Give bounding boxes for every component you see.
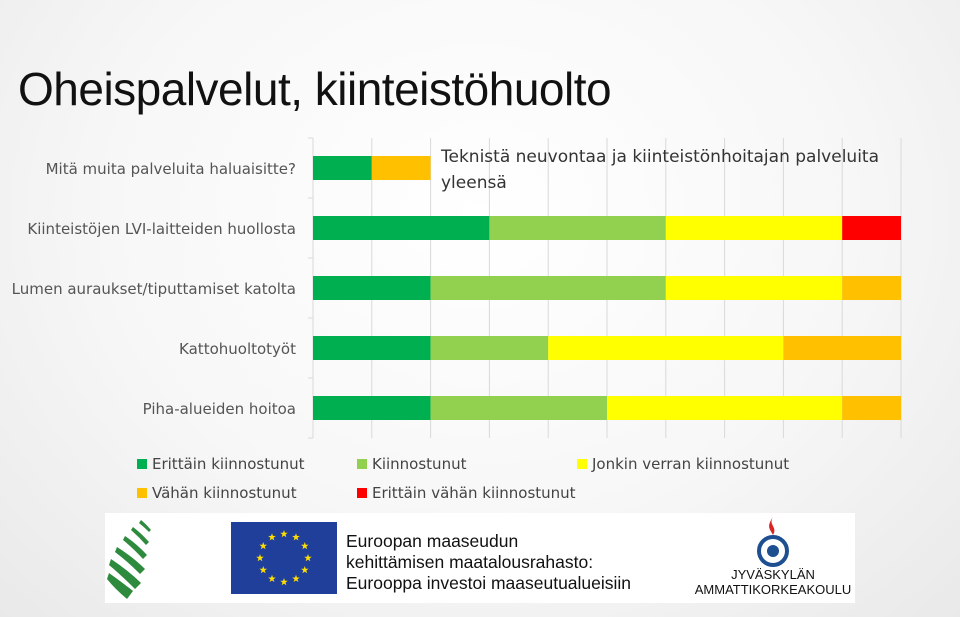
- eu-star-icon: [268, 533, 276, 541]
- bar-segment-2-1: [430, 276, 666, 300]
- category-label-3: Kattohuoltotyöt: [179, 340, 296, 358]
- eu-star-icon: [300, 566, 309, 574]
- page-title: Oheispalvelut, kiinteistöhuolto: [18, 63, 612, 115]
- bar-segment-1-1: [489, 216, 666, 240]
- legend-label-4: Erittäin vähän kiinnostunut: [372, 484, 576, 502]
- legend-item-1: Kiinnostunut: [357, 455, 466, 473]
- bar-segment-2-2: [665, 276, 843, 300]
- bar-segment-2-3: [842, 276, 901, 300]
- eu-star-icon: [292, 533, 300, 541]
- bar-segment-2-0: [313, 276, 431, 300]
- eu-text-line-1: Euroopan maaseudun: [346, 531, 519, 551]
- eu-star-icon: [304, 554, 312, 562]
- category-label-0: Mitä muita palveluita haluaisitte?: [46, 160, 296, 178]
- eu-star-icon: [259, 566, 268, 574]
- bar-segment-4-0: [313, 396, 431, 420]
- legend-swatch-2: [577, 459, 587, 469]
- eu-star-icon: [256, 554, 264, 562]
- bar-segment-3-1: [430, 336, 549, 360]
- category-label-2: Lumen auraukset/tiputtamiset katolta: [12, 280, 296, 298]
- bar-segment-4-3: [842, 396, 901, 420]
- bar-segment-1-4: [842, 216, 901, 240]
- eu-text-line-2: kehittämisen maatalousrahasto:: [346, 552, 594, 572]
- eu-star-icon: [268, 574, 276, 583]
- legend-item-4: Erittäin vähän kiinnostunut: [357, 484, 576, 502]
- logo-band: [105, 513, 855, 603]
- bar-segment-0-3: [371, 156, 431, 180]
- eu-star-icon: [280, 578, 288, 586]
- jamk-logo-icon: [757, 517, 789, 567]
- legend-label-3: Vähän kiinnostunut: [152, 484, 297, 502]
- eu-star-icon: [292, 574, 300, 583]
- jamk-text-line-2: AMMATTIKORKEAKOULU: [694, 582, 852, 597]
- chart-annotation: Teknistä neuvontaa ja kiinteistönhoitaja…: [440, 147, 879, 193]
- category-labels: Mitä muita palveluita haluaisitte? Kiinte…: [12, 160, 296, 418]
- category-label-4: Piha-alueiden hoitoa: [143, 400, 296, 418]
- legend-swatch-1: [357, 459, 367, 469]
- bar-segment-3-3: [783, 336, 901, 360]
- bar-segment-4-2: [607, 396, 843, 420]
- legend-item-3: Vähän kiinnostunut: [137, 484, 297, 502]
- eu-star-icon: [300, 542, 309, 550]
- bar-segment-4-1: [430, 396, 607, 420]
- leader-logo-icon: [107, 520, 151, 599]
- category-label-1: Kiinteistöjen LVI-laitteiden huollosta: [27, 220, 296, 238]
- chart-bars: [313, 156, 901, 420]
- legend-swatch-4: [357, 488, 367, 498]
- eu-star-icon: [280, 530, 288, 538]
- eu-flag-icon: [231, 522, 337, 594]
- legend-swatch-0: [137, 459, 147, 469]
- legend-label-1: Kiinnostunut: [372, 455, 467, 473]
- bar-segment-3-2: [548, 336, 784, 360]
- bar-segment-3-0: [313, 336, 431, 360]
- legend-label-0: Erittäin kiinnostunut: [152, 455, 305, 473]
- eu-star-icon: [259, 542, 268, 550]
- legend-item-2: Jonkin verran kiinnostunut: [577, 455, 789, 473]
- bar-segment-1-2: [665, 216, 843, 240]
- legend-swatch-3: [137, 488, 147, 498]
- eu-text-line-3: Eurooppa investoi maaseutualueisiin: [346, 573, 632, 593]
- bar-segment-0-0: [313, 156, 372, 180]
- eu-fund-text: Euroopan maaseudun kehittämisen maatalou…: [346, 531, 631, 594]
- jamk-text-line-1: JYVÄSKYLÄN: [731, 567, 815, 582]
- legend-item-0: Erittäin kiinnostunut: [137, 455, 305, 473]
- bar-segment-1-0: [313, 216, 490, 240]
- legend-label-2: Jonkin verran kiinnostunut: [592, 455, 790, 473]
- jamk-text: JYVÄSKYLÄN AMMATTIKORKEAKOULU: [688, 567, 858, 597]
